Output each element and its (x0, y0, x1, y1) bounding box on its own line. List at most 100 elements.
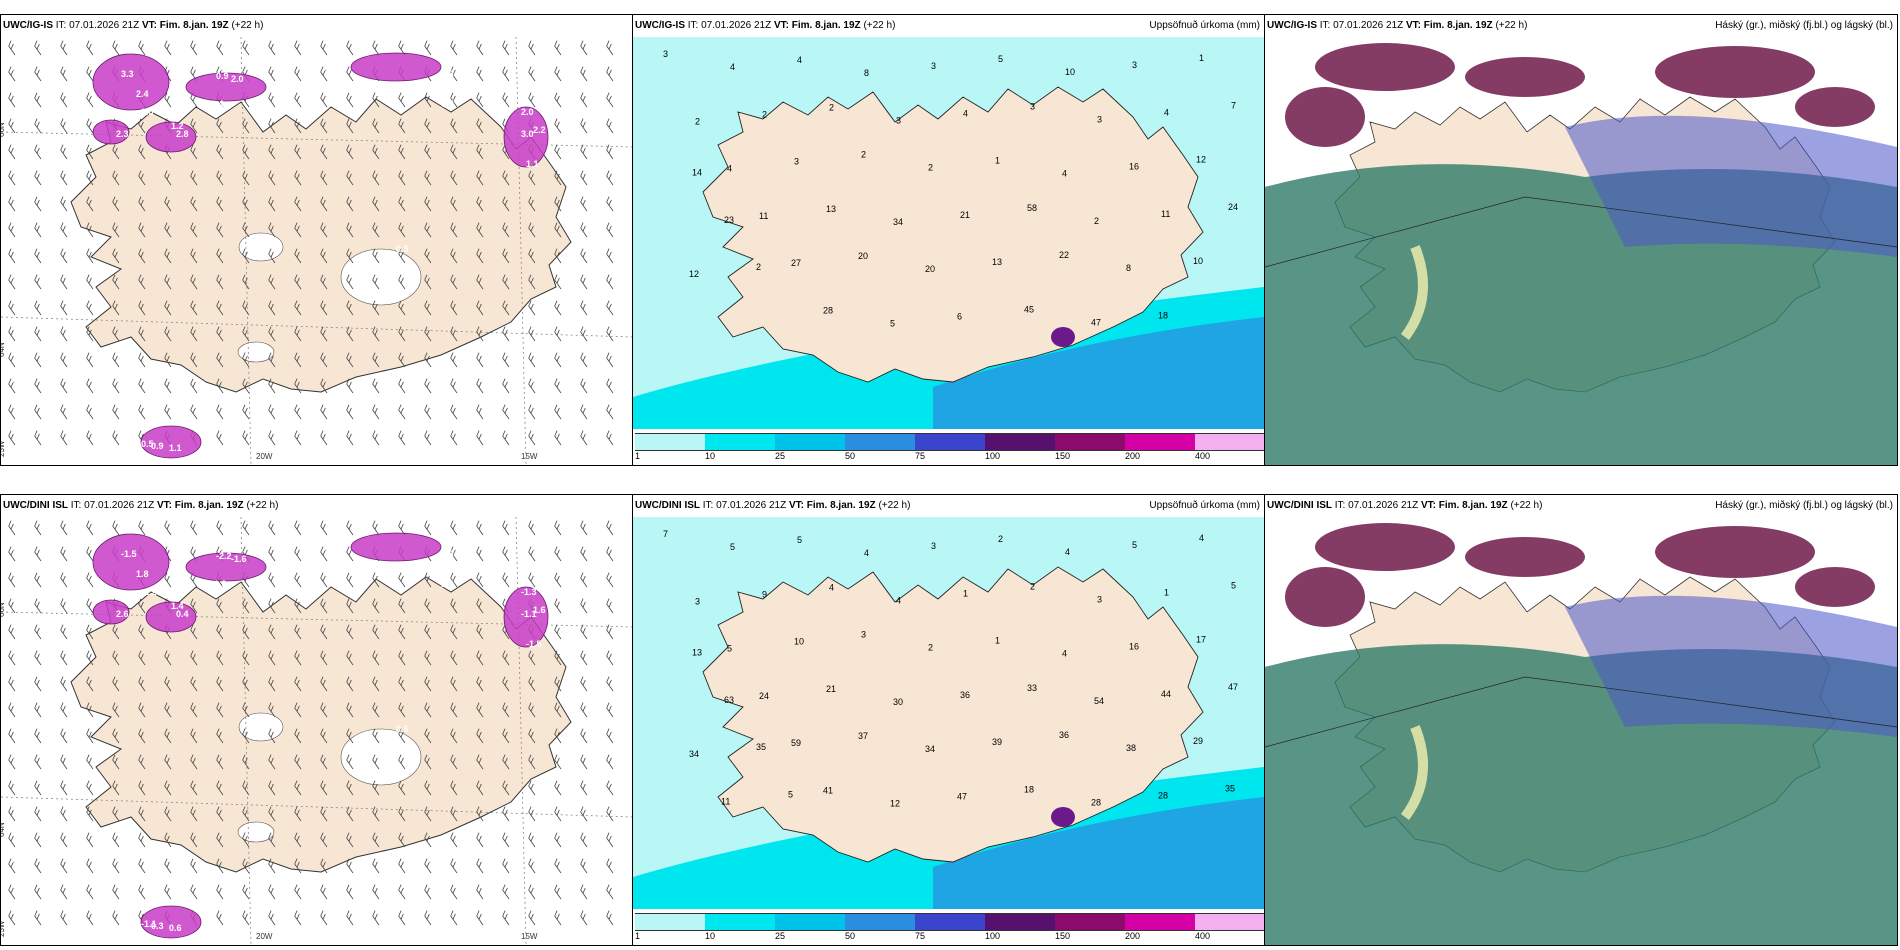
colorbar-tick: 150 (1055, 931, 1071, 941)
wind-barb (216, 624, 224, 640)
wind-barb (528, 222, 536, 238)
colorbar-swatch (985, 433, 1056, 451)
wind-barb (86, 300, 94, 316)
wind-barb (112, 274, 120, 290)
wind-barb (320, 352, 328, 368)
wind-barb (450, 832, 458, 848)
panel-right-title: Háský (gr.), miðský (fj.bl.) og lágský (… (1715, 20, 1893, 31)
wind-barb (398, 248, 406, 264)
wind-barb (190, 144, 198, 160)
wind-barb (580, 572, 588, 588)
precip-value: 6 (957, 311, 962, 321)
colorbar-tick: 1 (635, 931, 641, 941)
wind-barb (268, 884, 276, 900)
wind-barb (320, 92, 328, 108)
precip-value: 39 (992, 737, 1002, 747)
wind-barb (450, 676, 458, 692)
precip-value: 5 (1231, 580, 1236, 590)
wind-barb (86, 40, 94, 56)
wind-barb (424, 326, 432, 342)
wind-barb (450, 430, 458, 446)
value-label: 2.4 (211, 99, 224, 109)
wind-barb (138, 378, 146, 394)
wind-barb (580, 806, 588, 822)
wind-barb (372, 40, 380, 56)
colorbar-tick: 50 (845, 931, 856, 941)
wind-barb (190, 248, 198, 264)
wind-barb (476, 728, 484, 744)
wind-barb (450, 300, 458, 316)
wind-barb (580, 92, 588, 108)
wind-barb (450, 170, 458, 186)
wind-barb (268, 832, 276, 848)
wind-barb (372, 598, 380, 614)
wind-barb (450, 598, 458, 614)
wind-barb (216, 378, 224, 394)
wind-barb (346, 144, 354, 160)
colorbar-tick: 1 (635, 451, 641, 461)
wind-barb (320, 780, 328, 796)
wind-barb (34, 546, 42, 562)
precip-value: 13 (692, 648, 702, 658)
wind-barb (346, 378, 354, 394)
wind-barb (450, 754, 458, 770)
wind-barb (190, 702, 198, 718)
wind-barb (424, 248, 432, 264)
wind-barb (346, 780, 354, 796)
precip-value: 4 (730, 62, 735, 72)
wind-barb (320, 404, 328, 420)
precip-value: 4 (896, 595, 901, 605)
value-label: 3.3 (121, 69, 134, 79)
wind-barb (398, 780, 406, 796)
wind-barb (606, 650, 614, 666)
wind-barb (424, 572, 432, 588)
wind-barb (60, 274, 68, 290)
wind-barb (268, 598, 276, 614)
precip-value: 41 (823, 785, 833, 795)
glacier-patch (340, 728, 422, 786)
precip-value: 54 (1094, 696, 1104, 706)
wind-barb (502, 702, 510, 718)
wind-barb (8, 222, 16, 238)
wind-barb (398, 728, 406, 744)
wind-barb (580, 884, 588, 900)
wind-barb (86, 754, 94, 770)
wind-barb (528, 170, 536, 186)
wind-barb (8, 910, 16, 926)
value-label: 0.9 (216, 71, 229, 81)
wind-barb (112, 780, 120, 796)
wind-barb (554, 728, 562, 744)
wind-barb (242, 352, 250, 368)
wind-barb (34, 378, 42, 394)
colorbar-tick: 400 (1195, 451, 1211, 461)
wind-barb (606, 910, 614, 926)
wind-barb (502, 780, 510, 796)
precip-value: 4 (797, 55, 802, 65)
wind-barb (164, 806, 172, 822)
colorbar: 1 10 25 50 75 100 150 200 400 (633, 911, 1264, 945)
wind-barb (60, 352, 68, 368)
precip-value: 2 (998, 534, 1003, 544)
wind-barb (580, 702, 588, 718)
wind-barb (398, 754, 406, 770)
precip-value: 16 (1129, 642, 1139, 652)
wind-barb (502, 650, 510, 666)
wind-barb (476, 248, 484, 264)
wind-barb (554, 430, 562, 446)
wind-barb (320, 754, 328, 770)
panel-dini-wind: UWC/DINI ISL IT: 07.01.2026 21Z VT: Fim.… (0, 494, 633, 946)
wind-barb (502, 66, 510, 82)
wind-barb (164, 650, 172, 666)
wind-barb (86, 676, 94, 692)
wind-barb (294, 702, 302, 718)
wind-barb (60, 676, 68, 692)
precip-value: 38 (1126, 743, 1136, 753)
wind-barb (60, 144, 68, 160)
wind-barb (268, 702, 276, 718)
wind-barb (476, 832, 484, 848)
wind-barb (424, 910, 432, 926)
wind-barb (372, 832, 380, 848)
wind-barb (86, 92, 94, 108)
wind-barb (528, 404, 536, 420)
wind-barb (294, 222, 302, 238)
